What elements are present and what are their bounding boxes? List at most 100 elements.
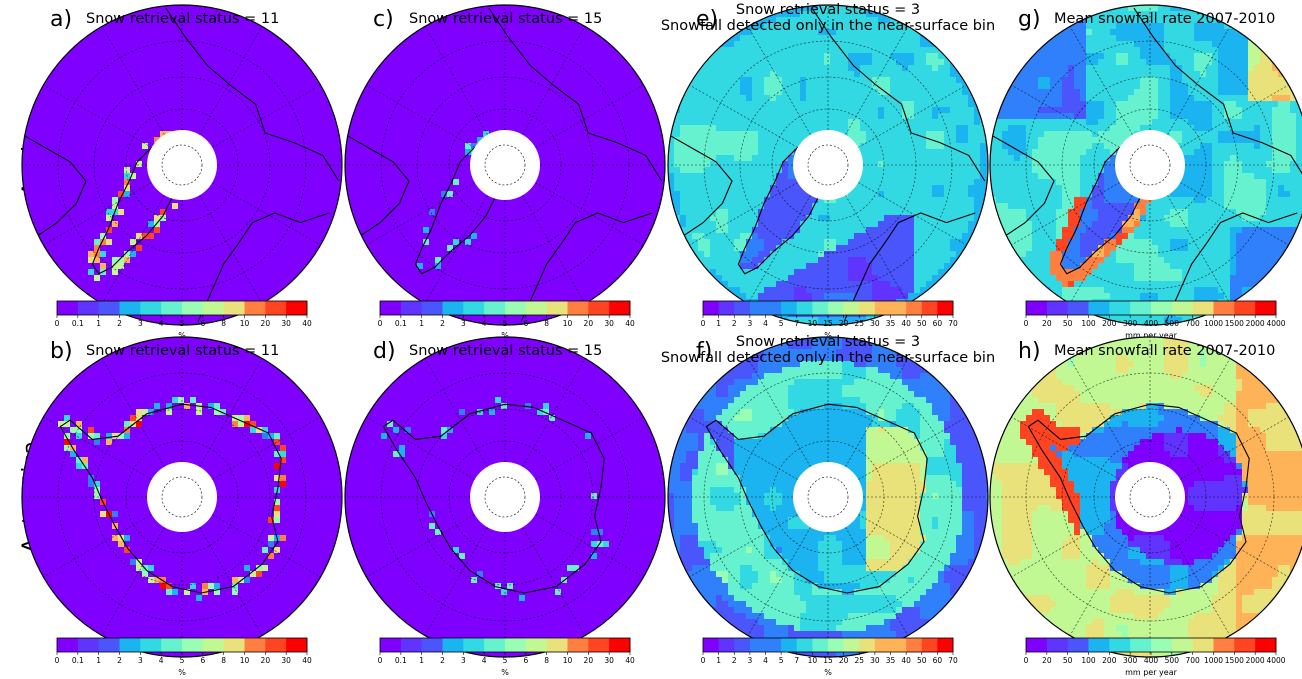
graticule [668, 337, 988, 657]
colorbar-tick-label: 4 [763, 656, 768, 665]
colorbar-tick-label: 4 [763, 319, 768, 328]
colorbar-segment [781, 638, 798, 652]
colorbar-tick-label: 40 [625, 319, 635, 328]
colorbar-tick-label: 30 [604, 319, 614, 328]
colorbar-tick-label: 50 [917, 319, 927, 328]
map-border [667, 336, 989, 658]
colorbar: 0 0.1 1 2 3 4 5 6 8 10 20 30 40% [378, 637, 635, 677]
colorbar-tick-label: 20 [839, 656, 849, 665]
colorbar-tick-label: 20 [1042, 656, 1052, 665]
colorbar-tick-label: 30 [870, 656, 880, 665]
colorbar-tick-label: 8 [544, 319, 549, 328]
colorbar-segment [718, 301, 735, 315]
colorbar-segment [57, 638, 79, 652]
colorbar-tick-label: 20 [261, 656, 271, 665]
colorbar-tick-label: 3 [461, 656, 466, 665]
colorbar-tick-label: 8 [221, 656, 226, 665]
colorbar-segment [609, 301, 631, 315]
colorbar-tick-label: 25 [854, 319, 864, 328]
colorbar-segment [1171, 638, 1194, 652]
colorbar-tick-label: 200 [1102, 319, 1117, 328]
colorbar-tick-label: 1000 [1204, 656, 1223, 665]
colorbar-tick-label: 1 [96, 656, 101, 665]
map-border [21, 336, 343, 658]
graticule [990, 5, 1302, 325]
colorbar-tick-label: 2 [440, 319, 445, 328]
colorbar-segment [119, 301, 141, 315]
panel-title: Snow retrieval status = 15 [409, 343, 602, 359]
colorbar-tick-label: 10 [240, 319, 250, 328]
colorbar-segment [921, 638, 938, 652]
colorbar-tick-label: 10 [240, 656, 250, 665]
colorbar-segment [843, 301, 860, 315]
colorbar-segment [1171, 301, 1194, 315]
colorbar-tick-label: 15 [823, 656, 833, 665]
coastline [992, 7, 1302, 323]
colorbar-tick-label: 6 [200, 656, 205, 665]
pole-circle [807, 144, 849, 186]
colorbar-tick-label: 25 [854, 656, 864, 665]
colorbar-tick-label: 20 [584, 656, 594, 665]
colorbar-segment [937, 638, 954, 652]
colorbar-segment [161, 301, 183, 315]
colorbar-tick-label: 4 [159, 319, 164, 328]
colorbar-tick-label: 35 [886, 656, 896, 665]
colorbar-segment [796, 638, 813, 652]
panel-letter: d) [373, 339, 396, 364]
colorbar-tick-label: 7 [794, 319, 799, 328]
colorbar-tick-label: 40 [901, 656, 911, 665]
colorbar-segment [921, 301, 938, 315]
colorbar: 0 0.1 1 2 3 4 5 6 8 10 20 30 40% [378, 300, 635, 340]
colorbar-tick-label: 100 [1081, 319, 1096, 328]
colorbar-tick-label: 1 [716, 319, 721, 328]
map-panel-c: c) Snow retrieval status = 15 0 0.1 1 2 3 4 5 6 8 1… [344, 4, 666, 340]
colorbar-segment [1213, 301, 1235, 315]
colorbar-tick-label: 30 [604, 656, 614, 665]
colorbar-segment [1088, 301, 1110, 315]
colorbar-tick-label: 4 [482, 656, 487, 665]
map-border [989, 336, 1302, 658]
colorbar-segment [286, 638, 308, 652]
colorbar-segment [286, 301, 308, 315]
colorbar-segment [734, 638, 751, 652]
colorbar-segment [546, 638, 568, 652]
colorbar-segment [484, 301, 506, 315]
colorbar-segment [765, 638, 782, 652]
colorbar-segment [567, 301, 589, 315]
svg-text:a): a) [50, 7, 72, 32]
colorbar-tick-label: 6 [523, 319, 528, 328]
colorbar-tick-label: 0.1 [395, 656, 407, 665]
pole-hole [147, 462, 217, 532]
colorbar-tick-label: 0 [1024, 656, 1029, 665]
colorbar-tick-label: 0 [55, 319, 60, 328]
graticule [345, 337, 665, 657]
colorbar-segment [890, 301, 907, 315]
colorbar-segment [265, 301, 287, 315]
colorbar-segment [703, 301, 720, 315]
colorbar-tick-label: 1500 [1225, 319, 1244, 328]
colorbar-segment [1109, 301, 1131, 315]
colorbar-segment [703, 638, 720, 652]
colorbar-tick-label: 5 [779, 319, 784, 328]
map-border [667, 4, 989, 326]
colorbar-segment [140, 638, 162, 652]
colorbar-unit: mm per year [1125, 331, 1178, 340]
map-panel-g: g) Mean snowfall rate 2007-2010 0 20 50 100 20… [989, 4, 1302, 340]
colorbar-tick-label: 6 [523, 656, 528, 665]
colorbar-tick-label: 700 [1186, 319, 1201, 328]
colorbar-segment [1026, 301, 1048, 315]
colorbar-tick-label: 15 [823, 319, 833, 328]
colorbar-tick-label: 20 [261, 319, 271, 328]
colorbar-segment [1109, 638, 1131, 652]
panel-title: Mean snowfall rate 2007-2010 [1054, 343, 1275, 359]
colorbar-segment [1151, 638, 1173, 652]
colorbar-segment [463, 301, 485, 315]
colorbar-tick-label: 2 [440, 656, 445, 665]
map-panel-a: a) Snow retrieval status = 11 0 0.1 1 2 3 4 5 6 8 1… [21, 4, 343, 340]
colorbar-tick-label: 30 [281, 656, 291, 665]
pole-circle [161, 144, 203, 186]
colorbar-segment [859, 301, 876, 315]
svg-text:Snow retrieval status = 11: Snow retrieval status = 11 [86, 11, 279, 27]
